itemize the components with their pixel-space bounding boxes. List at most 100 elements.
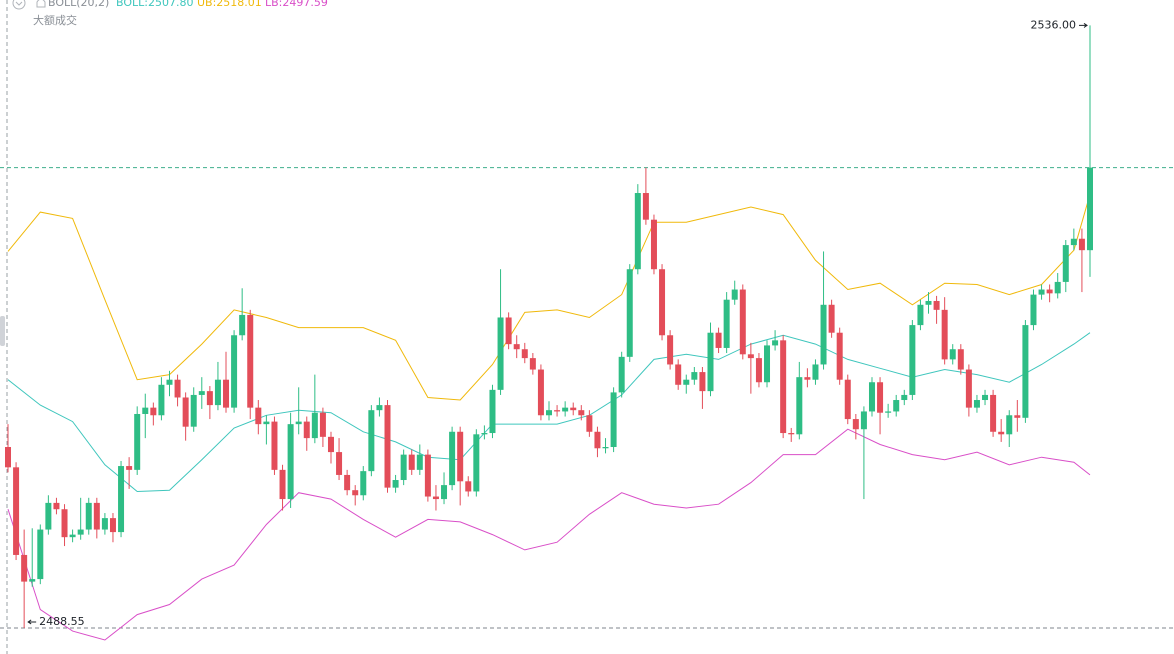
candle-body	[836, 332, 843, 380]
candle-body	[570, 407, 577, 411]
candle-body	[101, 518, 108, 530]
candle	[465, 476, 472, 497]
candle-body	[933, 300, 940, 310]
candle	[650, 214, 657, 275]
candle-body	[465, 481, 472, 492]
candle-body	[715, 332, 722, 348]
band-line	[7, 428, 1091, 641]
candle	[667, 330, 674, 370]
candle	[424, 449, 431, 502]
candle	[45, 495, 52, 535]
indicator-name: BOLL(20,2)	[48, 0, 109, 9]
candle	[239, 288, 246, 341]
candle	[37, 524, 44, 585]
candle-body	[457, 431, 464, 482]
candle	[303, 416, 310, 451]
candle	[1062, 240, 1069, 293]
candle-body	[852, 419, 859, 430]
candle-body	[360, 471, 367, 496]
candle-body	[5, 447, 11, 468]
candle	[1070, 228, 1077, 251]
band-line	[7, 194, 1091, 401]
candle-body	[828, 304, 835, 333]
candle	[279, 464, 286, 511]
candle-body	[772, 340, 779, 346]
candle	[634, 184, 641, 275]
candle	[311, 374, 318, 444]
candle	[1054, 273, 1061, 299]
candle	[352, 485, 359, 506]
candle-body	[287, 424, 294, 500]
candle	[392, 474, 399, 493]
candle	[344, 469, 351, 496]
candle-body	[998, 431, 1005, 435]
candle-body	[546, 410, 552, 416]
candle	[93, 497, 100, 539]
candle-body	[909, 325, 916, 395]
side-handle[interactable]	[0, 316, 5, 346]
candle	[578, 405, 585, 421]
candle-body	[602, 447, 609, 449]
candle-body	[562, 407, 569, 412]
candle	[158, 377, 165, 421]
candle-body	[554, 410, 561, 412]
candle-body	[1054, 281, 1061, 294]
candle-body	[667, 335, 674, 365]
max-label: 2536.00	[1031, 18, 1077, 31]
candle-body	[45, 502, 52, 530]
candle-body	[586, 415, 593, 432]
candle-body	[158, 384, 165, 416]
candle-body	[424, 454, 431, 497]
candle	[860, 406, 867, 500]
candle	[85, 497, 92, 535]
candle-body	[319, 412, 326, 437]
candle	[852, 413, 859, 440]
candle-body	[29, 579, 36, 582]
candle-body	[659, 269, 666, 336]
candle-body	[731, 289, 738, 300]
candle	[1038, 284, 1045, 300]
candle	[231, 330, 238, 413]
candle-body	[957, 349, 964, 370]
candle-body	[69, 534, 76, 538]
candle	[973, 394, 980, 413]
candle-body	[118, 466, 125, 533]
candle	[998, 419, 1005, 442]
candle-body	[990, 394, 997, 432]
candle-body	[812, 364, 819, 380]
candle-body	[537, 369, 544, 416]
candle	[982, 389, 989, 406]
candle-body	[1087, 167, 1093, 251]
candle-body	[449, 431, 456, 486]
candle	[513, 335, 520, 359]
candle	[965, 364, 972, 417]
candle-body	[804, 377, 811, 380]
boll-value: BOLL:2507.80	[116, 0, 193, 9]
candle-body	[925, 300, 932, 305]
candle-body	[134, 413, 141, 470]
candle	[529, 353, 536, 375]
candle	[101, 513, 108, 535]
candle-body	[965, 369, 972, 408]
candle	[1030, 289, 1037, 331]
candle-body	[408, 454, 415, 470]
alert-icon[interactable]	[36, 0, 46, 8]
candle-body	[764, 345, 771, 383]
candle	[796, 361, 803, 440]
candle-body	[295, 421, 302, 425]
collapse-icon[interactable]	[12, 0, 26, 10]
candle-body	[893, 400, 900, 412]
candle	[1087, 25, 1093, 277]
candle	[877, 377, 884, 435]
candle	[457, 426, 464, 506]
candle	[990, 389, 997, 437]
candle-body	[247, 314, 254, 408]
candle	[683, 374, 690, 394]
candle	[941, 297, 948, 365]
candle-body	[344, 474, 351, 491]
candle	[13, 462, 20, 561]
candle	[901, 389, 908, 406]
candle-body	[1014, 415, 1021, 418]
candle	[497, 269, 504, 395]
